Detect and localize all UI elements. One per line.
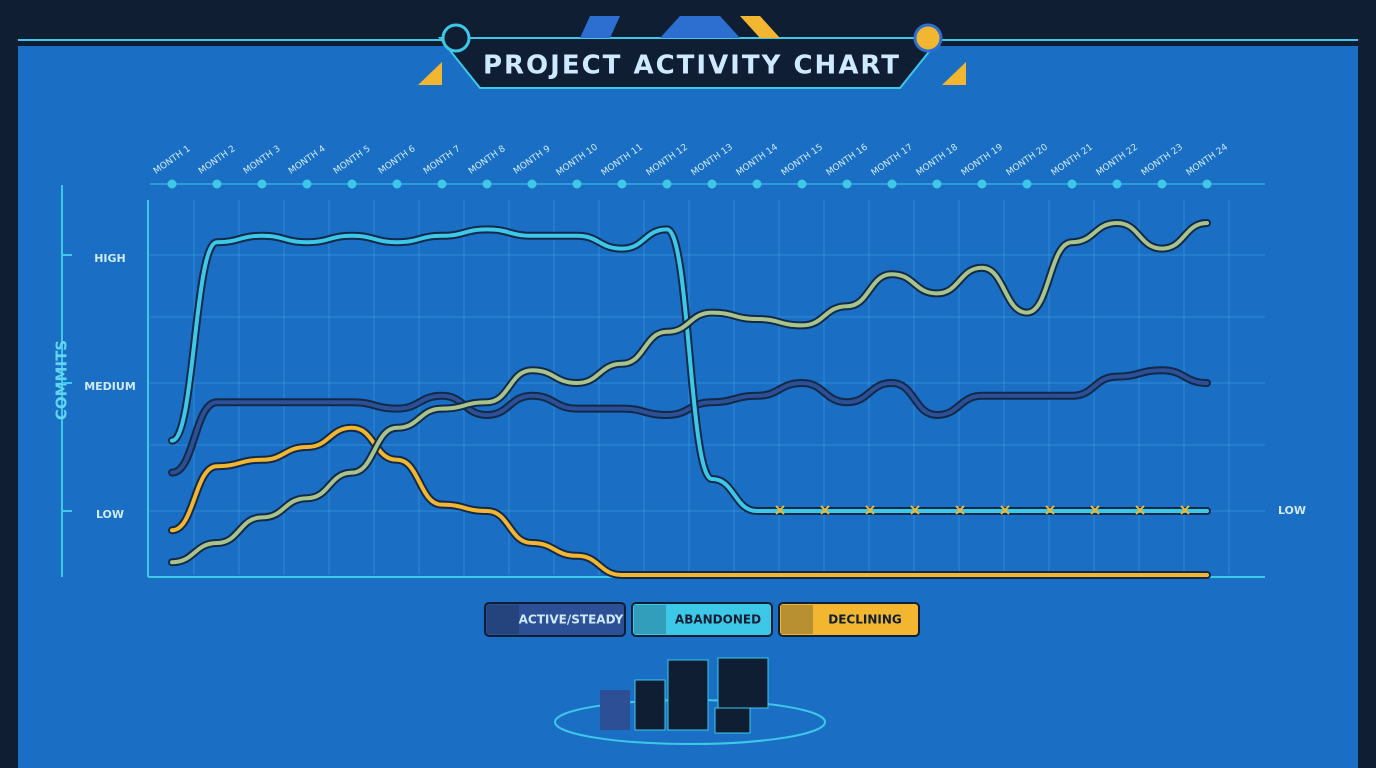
- deco: [714, 707, 751, 734]
- month-dot: [212, 179, 222, 189]
- y-tick-label: MEDIUM: [84, 380, 136, 393]
- month-dot: [482, 179, 492, 189]
- legend-box: [778, 602, 920, 637]
- deco: [580, 16, 620, 38]
- month-dot: [752, 179, 762, 189]
- month-dot: [527, 179, 537, 189]
- plot: MONTH 1 MONTH 2 MONTH 3 MONTH 4 MONTH 5 MONTH…: [62, 142, 1306, 579]
- month-dot: [1202, 179, 1212, 189]
- series-line: [170, 227, 1209, 513]
- month-dot: [887, 179, 897, 189]
- deco: [660, 16, 740, 38]
- deco: [667, 659, 709, 731]
- month-dot: [842, 179, 852, 189]
- legend-box: [484, 602, 626, 637]
- month-dot: [1157, 179, 1167, 189]
- month-dot: [1022, 179, 1032, 189]
- month-dot: [1112, 179, 1122, 189]
- month-dot: [977, 179, 987, 189]
- server-illustration: [554, 657, 826, 745]
- month-dot: [302, 179, 312, 189]
- month-dot: [437, 179, 447, 189]
- legend-box: [631, 602, 773, 637]
- deco: [418, 62, 442, 85]
- legend-swatch: [487, 605, 519, 634]
- month-dot: [797, 179, 807, 189]
- month-dot: [257, 179, 267, 189]
- legend-swatch: [634, 605, 666, 634]
- deco: [913, 23, 943, 53]
- legend-label: ACTIVE/STEADY: [519, 613, 624, 627]
- y-axis-title: COMMITS: [53, 340, 71, 420]
- series-line: [170, 368, 1209, 475]
- month-dot: [707, 179, 717, 189]
- month-dot: [1067, 179, 1077, 189]
- month-dot: [617, 179, 627, 189]
- series-line: [170, 220, 1209, 565]
- deco: [942, 62, 966, 85]
- month-dot: [932, 179, 942, 189]
- deco: [717, 657, 769, 709]
- abandon-markers: [775, 505, 1190, 515]
- legend: ACTIVE/STEADY ABANDONED DECLINING: [484, 602, 920, 637]
- legend-swatch: [781, 605, 813, 634]
- y-tick-label: HIGH: [94, 252, 126, 265]
- x-marker: [775, 505, 1190, 515]
- month-dot: [572, 179, 582, 189]
- month-dot: [167, 179, 177, 189]
- deco: [600, 690, 630, 730]
- series-line: [170, 425, 1209, 577]
- chart-title: PROJECT ACTIVITY CHART: [483, 51, 901, 81]
- deco: [634, 679, 666, 731]
- deco: [740, 16, 780, 38]
- month-dot: [662, 179, 672, 189]
- y-tick-label: LOW: [96, 508, 124, 521]
- legend-label: DECLINING: [828, 613, 901, 627]
- month-dot: [347, 179, 357, 189]
- month-dot: [392, 179, 402, 189]
- end-label: LOW: [1278, 504, 1306, 517]
- legend-label: ABANDONED: [675, 613, 761, 627]
- deco: [441, 23, 471, 53]
